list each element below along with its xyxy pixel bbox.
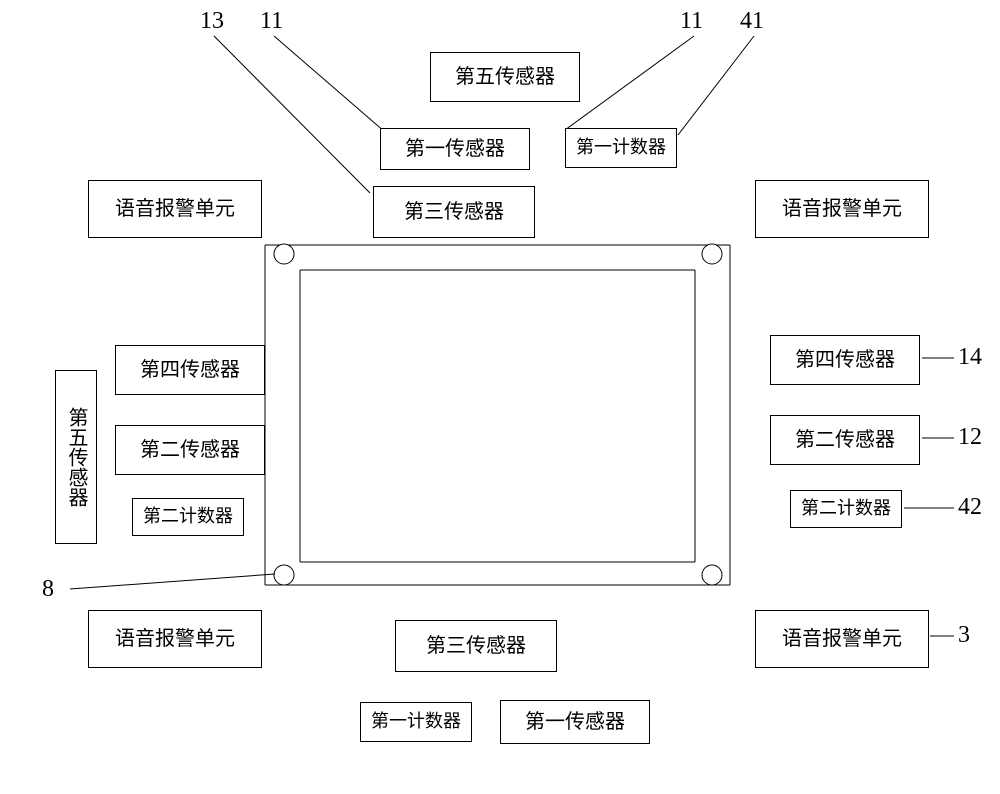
sensor5_left: 第五传感器 — [55, 370, 97, 544]
alarm_bl-label: 语音报警单元 — [115, 627, 235, 651]
detector-circle — [274, 244, 294, 264]
callout-42: 42 — [958, 494, 982, 521]
callout-leader — [678, 36, 754, 135]
counter1_top-label: 第一计数器 — [576, 137, 666, 159]
callout-8: 8 — [42, 576, 54, 603]
diagram-stage: 第五传感器第一传感器第一计数器第三传感器语音报警单元语音报警单元第五传感器第四传… — [0, 0, 1000, 794]
counter1_top: 第一计数器 — [565, 128, 677, 168]
sensor1_top-label: 第一传感器 — [405, 137, 505, 161]
counter1_bot: 第一计数器 — [360, 702, 472, 742]
alarm_tr-label: 语音报警单元 — [782, 197, 902, 221]
sensor2_left: 第二传感器 — [115, 425, 265, 475]
sensor2_right-label: 第二传感器 — [795, 428, 895, 452]
alarm_tl: 语音报警单元 — [88, 180, 262, 238]
counter2_left: 第二计数器 — [132, 498, 244, 536]
callout-leader — [565, 36, 694, 130]
callout-3: 3 — [958, 622, 970, 649]
callout-leader — [214, 36, 370, 193]
callout-13: 13 — [200, 8, 224, 35]
sensor1_bot-label: 第一传感器 — [525, 710, 625, 734]
callout-11b: 11 — [680, 8, 703, 35]
sensor2_left-label: 第二传感器 — [140, 438, 240, 462]
counter2_right-label: 第二计数器 — [801, 498, 891, 520]
detector-circle — [274, 565, 294, 585]
sensor4_left-label: 第四传感器 — [140, 358, 240, 382]
callout-41: 41 — [740, 8, 764, 35]
alarm_tr: 语音报警单元 — [755, 180, 929, 238]
sensor1_top: 第一传感器 — [380, 128, 530, 170]
sensor2_right: 第二传感器 — [770, 415, 920, 465]
diagram-lines — [0, 0, 1000, 794]
sensor3_top-label: 第三传感器 — [404, 200, 504, 224]
detector-circle — [702, 565, 722, 585]
callout-11a: 11 — [260, 8, 283, 35]
sensor5_left-label: 第五传感器 — [64, 407, 88, 507]
callout-12: 12 — [958, 424, 982, 451]
alarm_bl: 语音报警单元 — [88, 610, 262, 668]
counter2_left-label: 第二计数器 — [143, 506, 233, 528]
sensor4_left: 第四传感器 — [115, 345, 265, 395]
callout-leader — [274, 36, 385, 132]
sensor5_top: 第五传感器 — [430, 52, 580, 102]
sensor3_bot: 第三传感器 — [395, 620, 557, 672]
callout-14: 14 — [958, 344, 982, 371]
sensor3_bot-label: 第三传感器 — [426, 634, 526, 658]
detector-circle — [702, 244, 722, 264]
counter1_bot-label: 第一计数器 — [371, 711, 461, 733]
alarm_tl-label: 语音报警单元 — [115, 197, 235, 221]
sensor5_top-label: 第五传感器 — [455, 65, 555, 89]
sensor4_right: 第四传感器 — [770, 335, 920, 385]
sensor3_top: 第三传感器 — [373, 186, 535, 238]
counter2_right: 第二计数器 — [790, 490, 902, 528]
sensor4_right-label: 第四传感器 — [795, 348, 895, 372]
callout-leader — [70, 574, 275, 589]
alarm_br-label: 语音报警单元 — [782, 627, 902, 651]
sensor1_bot: 第一传感器 — [500, 700, 650, 744]
alarm_br: 语音报警单元 — [755, 610, 929, 668]
